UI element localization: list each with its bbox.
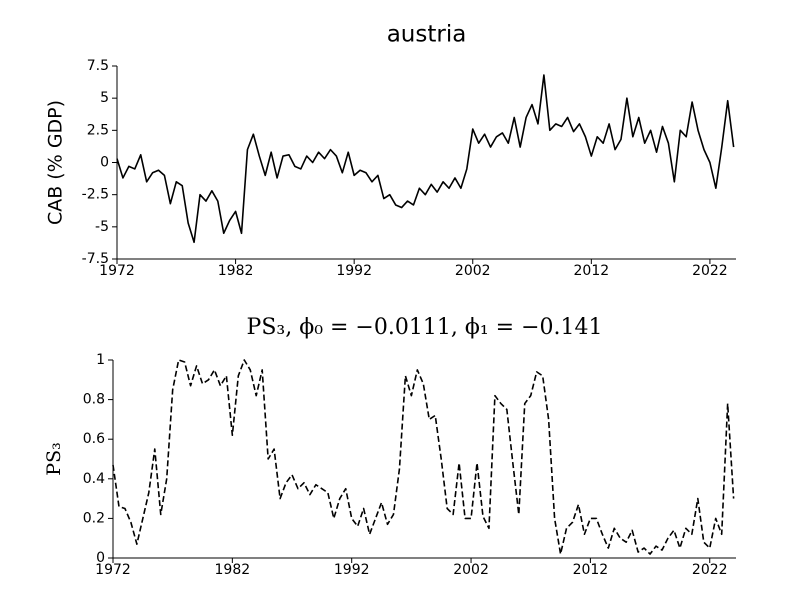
x-tick-label: 2002: [455, 263, 491, 279]
x-tick-label: 2022: [692, 562, 728, 578]
x-tick-label: 1992: [334, 562, 370, 578]
y-tick-label: 0: [96, 550, 105, 566]
y-tick-label: 0.6: [83, 431, 105, 447]
x-tick-label: 1982: [218, 263, 254, 279]
y-tick-label: 1: [96, 352, 105, 368]
chart-title: PS₃, ϕ₀ = −0.0111, ϕ₁ = −0.141: [247, 315, 603, 340]
y-axis-label: PS₃: [43, 442, 65, 475]
x-tick-label: 2012: [574, 263, 610, 279]
chart-title: austria: [387, 22, 467, 48]
y-tick-label: 5: [100, 90, 109, 106]
y-tick-label: -7.5: [82, 251, 109, 267]
y-tick-label: 7.5: [87, 58, 109, 74]
y-tick-label: 2.5: [87, 122, 109, 138]
x-tick-label: 1972: [95, 562, 131, 578]
y-tick-label: 0.2: [83, 510, 105, 526]
x-tick-label: 2002: [453, 562, 489, 578]
y-tick-label: -2.5: [82, 187, 109, 203]
x-tick-label: 1992: [336, 263, 372, 279]
y-tick-label: 0.8: [83, 392, 105, 408]
x-tick-label: 2012: [573, 562, 609, 578]
x-tick-label: 1982: [215, 562, 251, 578]
x-tick-label: 1972: [99, 263, 135, 279]
data-line: [112, 359, 735, 555]
y-axis-label: CAB (% GDP): [45, 100, 67, 225]
y-tick-label: -5: [95, 219, 109, 235]
x-tick-label: 2022: [692, 263, 728, 279]
y-tick-label: 0: [100, 155, 109, 171]
data-line: [116, 74, 735, 244]
y-tick-label: 0.4: [83, 471, 105, 487]
